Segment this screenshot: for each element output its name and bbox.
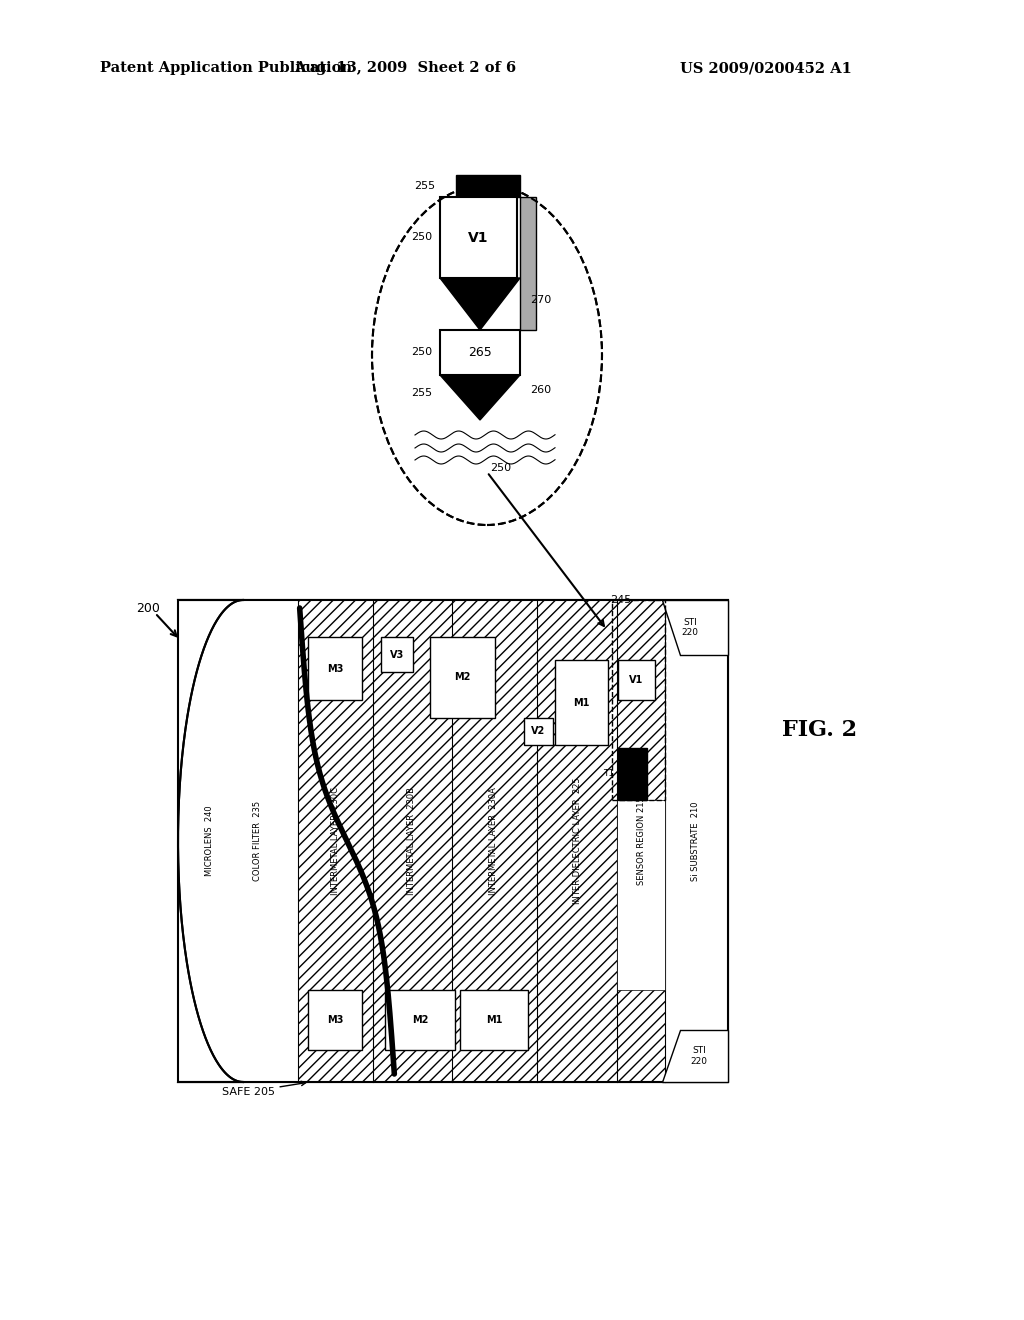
Text: STI
220: STI 220 [690,1047,708,1065]
Bar [618,660,655,700]
Ellipse shape [372,185,602,525]
Text: M1: M1 [573,697,590,708]
Text: SENSOR REGION 215: SENSOR REGION 215 [637,797,645,886]
Bar [617,601,665,1082]
Text: V1: V1 [630,675,644,685]
Text: 250: 250 [411,347,432,356]
Text: FIG. 2: FIG. 2 [782,719,857,741]
Text: Patent Application Publication: Patent Application Publication [100,61,352,75]
Text: Aug. 13, 2009  Sheet 2 of 6: Aug. 13, 2009 Sheet 2 of 6 [294,61,516,75]
Bar [452,601,537,1082]
Bar [460,990,528,1049]
Bar [178,601,728,1082]
Bar [524,718,553,744]
Text: SAFE 205: SAFE 205 [221,1081,306,1097]
Bar [665,601,728,1082]
Bar [308,638,362,700]
Text: MICROLENS  240: MICROLENS 240 [206,805,214,876]
Text: M3: M3 [327,1015,343,1026]
Text: Si SUBSTRATE  210: Si SUBSTRATE 210 [691,801,700,880]
Ellipse shape [374,187,600,523]
Polygon shape [662,601,728,655]
Text: 255: 255 [411,388,432,399]
Text: V3: V3 [390,649,404,660]
Bar [308,990,362,1049]
Text: V2: V2 [531,726,546,737]
Text: US 2009/0200452 A1: US 2009/0200452 A1 [680,61,852,75]
Bar [298,601,373,1082]
Text: STI
220: STI 220 [682,618,698,638]
Bar [178,601,728,1082]
Text: 265: 265 [468,346,492,359]
Text: 200: 200 [136,602,160,615]
Text: 260: 260 [530,385,551,395]
Text: INTERMETAL LAYER  230C: INTERMETAL LAYER 230C [331,787,340,895]
Text: M2: M2 [455,672,471,682]
Text: 255: 255 [414,181,435,191]
Bar [178,601,245,1082]
Polygon shape [440,279,520,330]
Bar [385,990,455,1049]
Bar [430,638,495,718]
Text: M2: M2 [412,1015,428,1026]
Bar [440,197,517,279]
Polygon shape [662,1030,728,1082]
Bar [618,748,647,800]
Text: 250: 250 [411,232,432,242]
Text: V1: V1 [468,231,488,244]
Text: INTER-DIELECTRIC LAYER  225: INTER-DIELECTRIC LAYER 225 [572,777,582,904]
Bar [178,601,298,1082]
Polygon shape [440,375,520,420]
Bar [612,601,665,800]
Text: 250: 250 [490,463,511,473]
Bar [0,601,178,1082]
Text: INTERMETAL LAYER  230A: INTERMETAL LAYER 230A [489,787,499,895]
Bar [440,330,520,375]
Bar [373,601,452,1082]
Bar [520,197,536,330]
Bar [381,638,413,672]
Bar [456,176,520,197]
Text: M1: M1 [485,1015,502,1026]
Bar [537,601,617,1082]
Text: INTERMETAL LAYER  230B: INTERMETAL LAYER 230B [408,787,417,895]
Text: M3: M3 [327,664,343,673]
Text: COLOR FILTER  235: COLOR FILTER 235 [254,801,262,880]
Text: 245: 245 [610,595,631,605]
Bar [555,660,608,744]
Text: T1: T1 [603,770,614,779]
Text: 270: 270 [530,294,551,305]
Bar [617,800,665,990]
